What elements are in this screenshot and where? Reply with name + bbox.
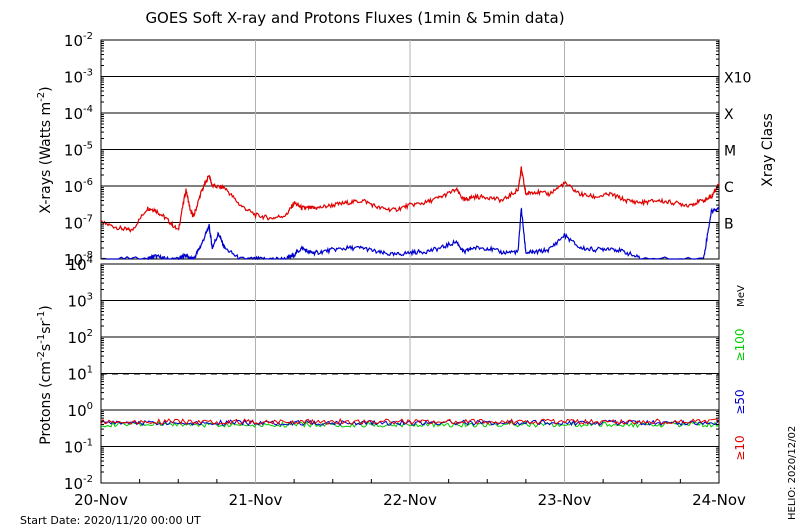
- xray-series-blue: [100, 206, 720, 261]
- xray-y-tick-label: 10-2: [64, 31, 93, 50]
- xray-class-label: X: [724, 107, 734, 123]
- proton-y-tick-label: 103: [68, 292, 93, 311]
- xray-series: [100, 166, 720, 261]
- x-tick-label: 21-Nov: [229, 491, 283, 509]
- xray-class-labels: X10 X M C B: [724, 71, 751, 233]
- xray-y-tick-label: 10-3: [64, 68, 93, 87]
- xray-y-tick-label: 10-5: [64, 141, 93, 160]
- x-axis-ticks: 20-Nov 21-Nov 22-Nov 23-Nov 24-Nov: [74, 479, 746, 509]
- x-tick-label: 23-Nov: [538, 491, 592, 509]
- proton-channel-label: ≥100: [733, 329, 747, 362]
- proton-channel-label: ≥10: [733, 435, 747, 460]
- xray-class-label: B: [724, 217, 734, 233]
- proton-channel-label: ≥50: [733, 389, 747, 414]
- xray-class-label: C: [724, 180, 734, 196]
- xray-y-tick-label: 10-7: [64, 214, 93, 233]
- xray-y-axis-label: X-rays (Watts m-2): [36, 86, 54, 213]
- chart-title: GOES Soft X-ray and Protons Fluxes (1min…: [145, 9, 564, 27]
- xray-class-label: M: [724, 144, 736, 160]
- proton-series-green: [100, 420, 720, 429]
- xray-grid: [101, 40, 719, 259]
- x-tick-label: 24-Nov: [692, 491, 746, 509]
- proton-channel-labels: ≥100 ≥50 ≥10: [733, 329, 747, 461]
- xray-class-axis-title: Xray Class: [760, 113, 776, 187]
- x-tick-label: 20-Nov: [74, 491, 128, 509]
- proton-y-tick-label: 100: [68, 401, 93, 420]
- proton-series-red: [100, 417, 720, 426]
- xray-y-tick-label: 10-4: [64, 104, 93, 123]
- proton-y-tick-label: 102: [68, 328, 93, 347]
- xray-y-tick-label: 10-6: [64, 177, 93, 196]
- xray-series-red: [100, 166, 720, 233]
- proton-y-tick-label: 101: [68, 365, 93, 384]
- xray-class-label: X10: [724, 71, 751, 87]
- proton-y-tick-label: 104: [68, 255, 93, 274]
- proton-y-tick-label: 10-1: [64, 438, 93, 457]
- proton-energy-unit: MeV: [736, 285, 747, 307]
- start-date: Start Date: 2020/11/20 00:00 UT: [20, 514, 201, 527]
- proton-y-axis-label: Protons (cm-2s-1sr-1): [36, 305, 54, 444]
- helio-stamp: HELIO: 2020/12/02: [787, 426, 798, 520]
- proton-series: [100, 417, 720, 429]
- x-tick-label: 22-Nov: [383, 491, 437, 509]
